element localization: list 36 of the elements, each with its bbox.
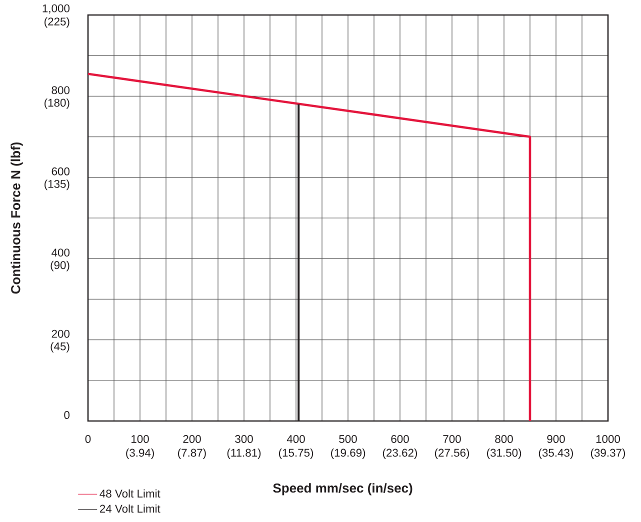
y-tick-label: 400 xyxy=(52,248,70,257)
x2-tick-label: (3.94) xyxy=(126,448,154,459)
y2-tick-label: (180) xyxy=(44,98,70,109)
x2-tick-label: (7.87) xyxy=(178,448,206,459)
x2-tick-label: (39.37) xyxy=(590,448,626,459)
x2-tick-label: (31.50) xyxy=(486,448,522,459)
x-tick-label: 400 xyxy=(286,435,305,443)
x-tick-label: 300 xyxy=(235,435,253,443)
y-tick-label: 600 xyxy=(52,167,70,176)
x2-tick-label: (23.62) xyxy=(382,448,418,459)
x2-tick-label: (35.43) xyxy=(538,448,573,459)
x-tick-label: 700 xyxy=(443,435,461,443)
y2-tick-label: (225) xyxy=(44,17,70,28)
legend-label: 24 Volt Limit xyxy=(100,504,160,513)
x-tick-label: 500 xyxy=(339,435,357,443)
y2-tick-label: (135) xyxy=(44,180,70,190)
x-tick-label: 1000 xyxy=(596,435,620,443)
y2-tick-label: (45) xyxy=(50,342,70,353)
legend-label: 48 Volt Limit xyxy=(100,489,160,498)
y-tick-label: 0 xyxy=(64,411,70,419)
x-tick-label: 200 xyxy=(183,435,201,443)
x2-tick-label: (11.81) xyxy=(227,448,261,459)
y-axis-title: Continuous Force N (lbf) xyxy=(10,142,23,294)
x2-tick-label: (19.69) xyxy=(331,448,366,459)
x2-tick-label: (27.56) xyxy=(434,448,470,459)
y-tick-label: 200 xyxy=(52,330,70,338)
x-tick-label: 600 xyxy=(391,435,409,443)
x-tick-label: 900 xyxy=(547,435,565,443)
y-tick-label: 800 xyxy=(52,86,70,94)
y-tick-label: 1,000 xyxy=(42,4,70,14)
x2-tick-label: (15.75) xyxy=(278,448,314,459)
y2-tick-label: (90) xyxy=(50,260,70,272)
x-tick-label: 100 xyxy=(132,435,149,443)
x-axis-title: Speed mm/sec (in/sec) xyxy=(273,483,412,496)
x-tick-label: 800 xyxy=(495,435,513,443)
x-tick-label: 0 xyxy=(85,435,91,443)
